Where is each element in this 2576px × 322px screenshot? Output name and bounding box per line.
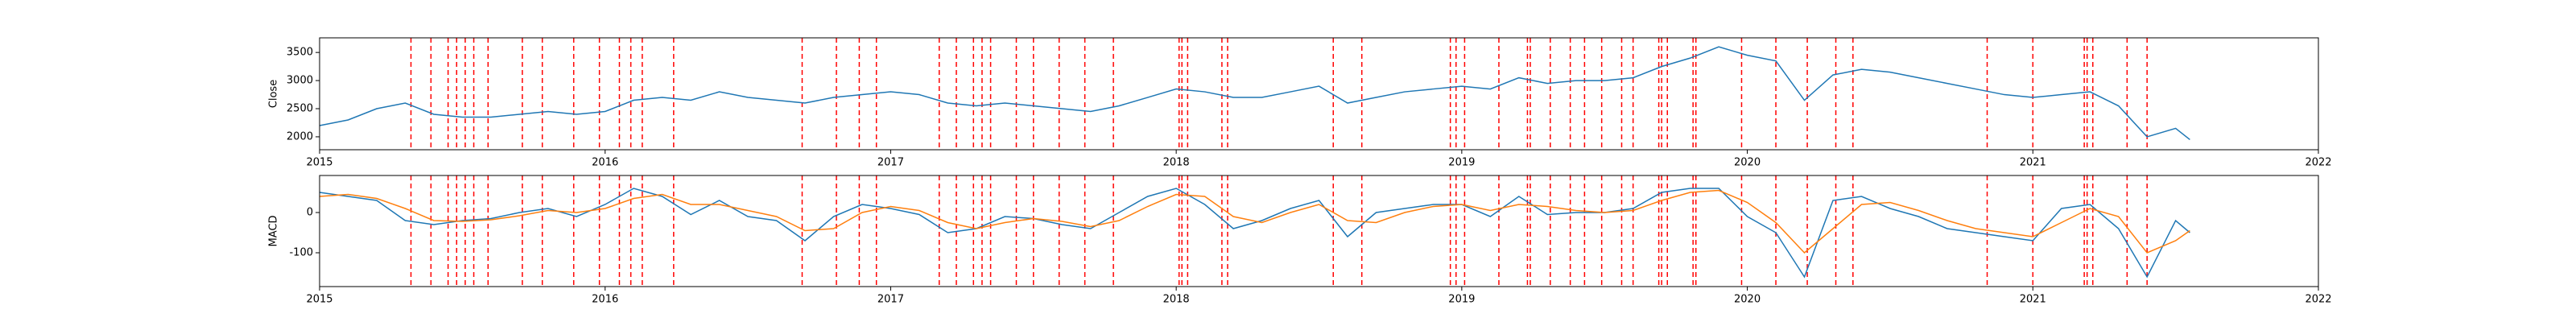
x-tick-label: 2020 bbox=[1734, 294, 1761, 306]
x-tick-label: 2017 bbox=[877, 157, 904, 169]
y-tick-label: 0 bbox=[307, 207, 313, 219]
x-tick-label: 2020 bbox=[1734, 157, 1761, 169]
y-axis-label: Close bbox=[268, 80, 280, 108]
x-tick-label: 2018 bbox=[1163, 294, 1190, 306]
series-line bbox=[319, 46, 2190, 141]
y-tick-label: 2500 bbox=[287, 103, 313, 115]
x-tick-label: 2015 bbox=[306, 157, 332, 169]
x-tick-label: 2016 bbox=[592, 294, 618, 306]
x-tick-label: 2015 bbox=[306, 294, 332, 306]
x-tick-label: 2018 bbox=[1163, 157, 1190, 169]
series-line bbox=[319, 189, 2190, 254]
x-tick-label: 2021 bbox=[2020, 157, 2046, 169]
x-tick-label: 2017 bbox=[877, 294, 904, 306]
x-tick-label: 2022 bbox=[2305, 294, 2331, 306]
axes-frame bbox=[319, 175, 2319, 287]
x-tick-label: 2016 bbox=[592, 157, 618, 169]
y-tick-label: 3000 bbox=[287, 75, 313, 87]
y-tick-label: 3500 bbox=[287, 47, 313, 59]
y-tick-label: 2000 bbox=[287, 130, 313, 142]
series-line bbox=[319, 188, 2190, 279]
y-tick-label: -100 bbox=[289, 247, 313, 259]
y-axis-label: MACD bbox=[268, 216, 280, 247]
x-tick-label: 2021 bbox=[2020, 294, 2046, 306]
x-tick-label: 2022 bbox=[2305, 157, 2331, 169]
x-tick-label: 2019 bbox=[1448, 294, 1475, 306]
x-tick-label: 2019 bbox=[1448, 157, 1475, 169]
axes-frame bbox=[319, 37, 2319, 151]
